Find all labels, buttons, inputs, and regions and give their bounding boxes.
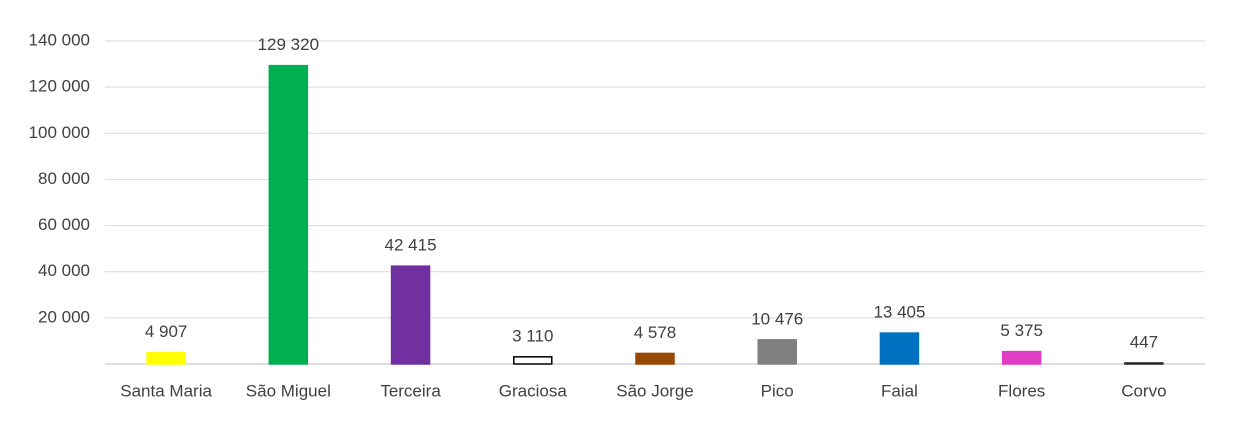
y-tick-label: 120 000 xyxy=(29,77,90,96)
x-tick-label: São Miguel xyxy=(246,381,331,400)
bar xyxy=(268,64,309,365)
value-label: 4 578 xyxy=(634,323,677,342)
bar xyxy=(390,265,431,365)
x-tick-label: Graciosa xyxy=(499,381,568,400)
y-tick-label: 100 000 xyxy=(29,123,90,142)
y-tick-label: 60 000 xyxy=(38,215,90,234)
x-tick-label: Faial xyxy=(881,381,918,400)
x-tick-label: São Jorge xyxy=(616,381,694,400)
x-tick-label: Flores xyxy=(998,381,1045,400)
value-label: 3 110 xyxy=(512,326,553,345)
value-label: 447 xyxy=(1130,332,1158,351)
bar xyxy=(146,351,186,365)
value-label: 10 476 xyxy=(751,309,803,328)
value-label: 42 415 xyxy=(385,236,437,255)
bar xyxy=(879,332,920,365)
value-label: 129 320 xyxy=(258,35,319,54)
x-tick-label: Terceira xyxy=(380,381,441,400)
bar xyxy=(635,352,675,365)
value-label: 5 375 xyxy=(1000,321,1043,340)
value-label: 13 405 xyxy=(873,303,925,322)
value-label: 4 907 xyxy=(145,322,188,341)
bar xyxy=(1124,362,1164,365)
x-tick-label: Santa Maria xyxy=(120,381,212,400)
bar xyxy=(1001,350,1042,365)
x-tick-label: Corvo xyxy=(1121,381,1166,400)
y-tick-label: 40 000 xyxy=(38,261,90,280)
y-tick-label: 140 000 xyxy=(29,30,90,49)
bar xyxy=(513,356,553,365)
x-tick-label: Pico xyxy=(761,381,794,400)
y-tick-label: 80 000 xyxy=(38,169,90,188)
bar xyxy=(757,339,797,365)
y-tick-label: 20 000 xyxy=(38,307,90,326)
